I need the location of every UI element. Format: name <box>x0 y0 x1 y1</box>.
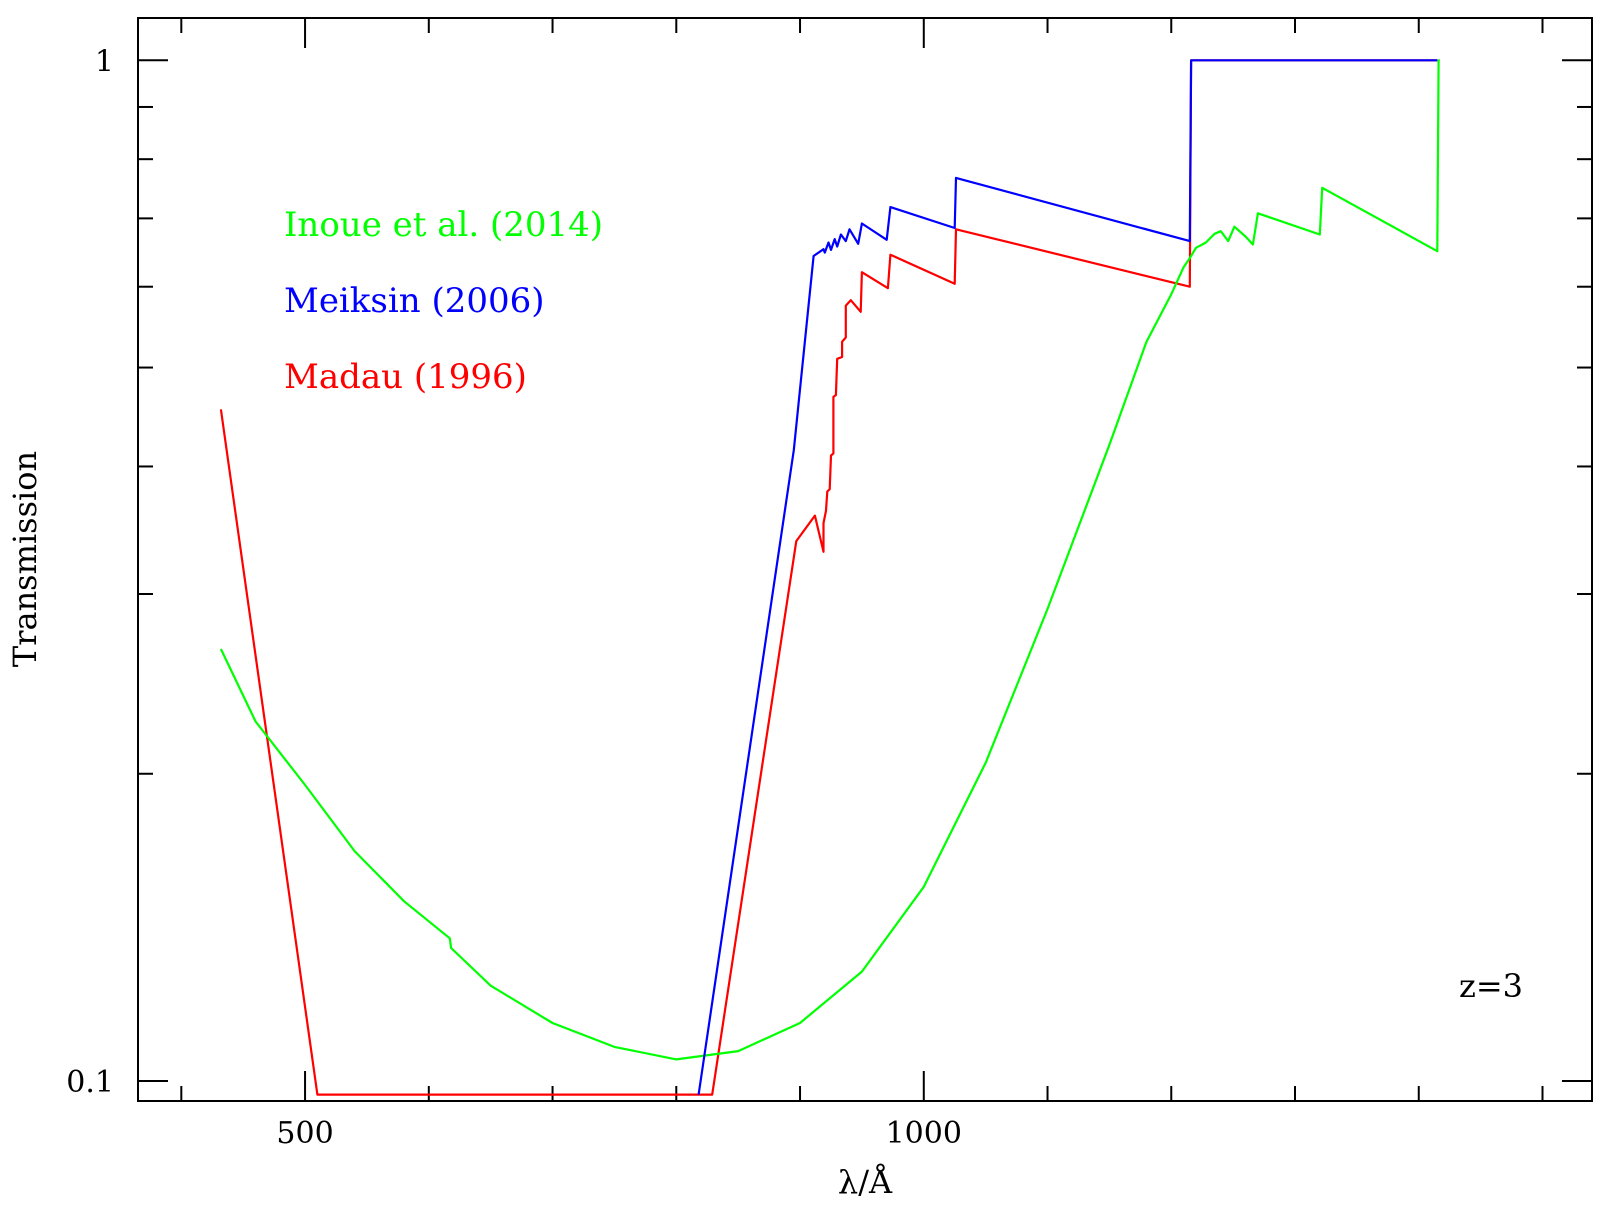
tick-labels: 500 1000 0.1 1 <box>66 44 962 1151</box>
axis-ticks <box>138 18 1592 1101</box>
x-axis-label: λ/Å <box>838 1163 893 1201</box>
series-line-inoue <box>219 59 1440 1061</box>
legend-entry-meiksin: Meiksin (2006) <box>284 281 545 321</box>
y-axis-label: Transmission <box>6 451 44 667</box>
legend-entry-inoue: Inoue et al. (2014) <box>284 205 603 245</box>
legend-entry-madau: Madau (1996) <box>284 357 527 397</box>
plot-frame <box>137 17 1593 1102</box>
legend: Inoue et al. (2014) Meiksin (2006) Madau… <box>284 205 603 397</box>
series-line-madau <box>219 59 1438 1096</box>
y-tick-label: 1 <box>95 44 114 79</box>
x-tick-label: 500 <box>276 1116 333 1151</box>
series-line-meiksin <box>697 59 1438 1095</box>
redshift-annotation: z=3 <box>1459 967 1523 1005</box>
x-tick-label: 1000 <box>886 1116 962 1151</box>
y-tick-label: 0.1 <box>66 1065 114 1100</box>
data-series <box>219 59 1440 1096</box>
